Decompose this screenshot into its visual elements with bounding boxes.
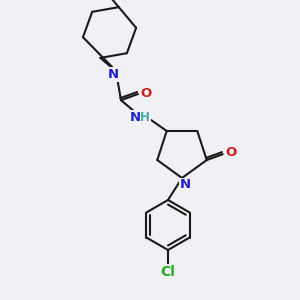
Text: Cl: Cl: [160, 265, 175, 279]
Text: O: O: [225, 146, 236, 159]
Text: N: N: [179, 178, 191, 191]
Text: N: N: [108, 68, 119, 81]
Text: H: H: [140, 111, 150, 124]
Text: O: O: [140, 87, 152, 100]
Text: N: N: [130, 111, 141, 124]
